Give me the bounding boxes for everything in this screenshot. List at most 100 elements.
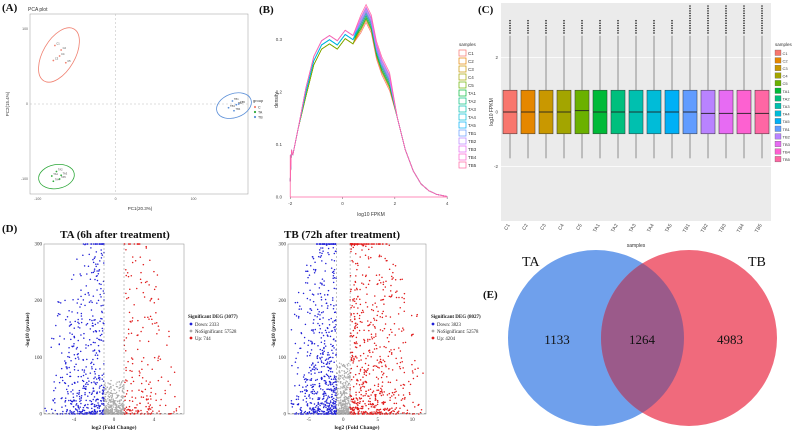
- volcano-point-down: [319, 256, 322, 258]
- volcano-point-down: [83, 371, 85, 373]
- volcano-point-down: [304, 410, 307, 413]
- volcano-point-down: [327, 335, 329, 337]
- venn-label-tb: TB: [748, 255, 766, 270]
- volcano-point-up: [362, 395, 364, 397]
- volcano-point-down: [60, 367, 63, 370]
- volcano-point-up: [379, 413, 382, 415]
- volcano-point-ns: [347, 413, 350, 415]
- volcano-point-down: [297, 396, 300, 398]
- volcano-point-down: [87, 403, 89, 406]
- volcano-point-up: [359, 320, 362, 323]
- volcano-point-up: [360, 311, 363, 314]
- boxplot-legend-swatch: [774, 49, 782, 56]
- volcano-point-up: [168, 330, 170, 333]
- volcano-point-up: [384, 323, 387, 325]
- volcano-point-down: [73, 342, 75, 345]
- volcano-point-up: [381, 316, 384, 319]
- volcano-point-up: [368, 243, 370, 245]
- volcano-point-down: [331, 345, 334, 348]
- volcano-point-ns: [110, 390, 113, 392]
- volcano-point-down: [88, 380, 90, 382]
- volcano-point-up: [368, 395, 370, 397]
- volcano-point-up: [375, 274, 378, 276]
- pca-point-label: C5: [67, 59, 71, 63]
- volcano-point-down: [70, 338, 72, 341]
- volcano-point-down: [325, 400, 327, 402]
- volcano-point-ns: [109, 383, 112, 385]
- volcano-y-tick: 0: [284, 413, 287, 418]
- volcano-point-down: [332, 270, 335, 273]
- volcano-point-ns: [120, 396, 122, 398]
- volcano-point-up: [362, 407, 364, 409]
- volcano-point-up: [402, 329, 405, 331]
- volcano-point-down: [323, 347, 325, 350]
- boxplot-legend-label: C1: [783, 51, 789, 56]
- volcano-point-ns: [109, 395, 112, 397]
- volcano-point-down: [91, 392, 94, 394]
- volcano-point-up: [362, 382, 365, 385]
- volcano-point-up: [375, 410, 378, 412]
- volcano-point-up: [355, 324, 357, 327]
- volcano-point-down: [318, 407, 320, 410]
- volcano-point-up: [154, 322, 156, 325]
- volcano-point-up: [360, 411, 363, 413]
- volcano-point-down: [320, 360, 323, 362]
- boxplot-outlier: [689, 17, 691, 20]
- volcano-point-down: [99, 410, 101, 412]
- volcano-point-up: [395, 296, 398, 299]
- volcano-point-up: [350, 250, 352, 253]
- volcano-point-up: [352, 246, 355, 249]
- volcano-point-up: [128, 399, 131, 402]
- volcano-point-up: [355, 275, 357, 277]
- volcano-point-down: [99, 334, 102, 337]
- volcano-point-down: [92, 331, 95, 333]
- volcano-point-down: [95, 400, 97, 402]
- volcano-point-up: [408, 380, 410, 383]
- volcano-point-up: [390, 351, 393, 354]
- volcano-point-down: [321, 283, 323, 286]
- volcano-point-up: [350, 248, 353, 250]
- volcano-point-down: [99, 377, 101, 379]
- volcano-point-down: [94, 243, 96, 245]
- volcano-point-down: [102, 386, 105, 389]
- volcano-point-ns: [107, 390, 109, 393]
- pca-y-tick: 0: [26, 102, 28, 106]
- volcano-point-down: [313, 268, 315, 271]
- volcano-point-down: [77, 318, 79, 321]
- volcano-point-down: [318, 287, 321, 289]
- volcano-point-down: [54, 387, 57, 389]
- volcano-point-down: [317, 398, 319, 401]
- volcano-point-down: [294, 413, 296, 415]
- volcano-point-down: [323, 375, 325, 377]
- volcano-point-ns: [344, 388, 346, 390]
- volcano-point-up: [158, 410, 160, 412]
- volcano-point-down: [312, 363, 314, 365]
- volcano-point-up: [379, 243, 381, 245]
- volcano-point-ns: [105, 389, 107, 391]
- volcano-point-ns: [106, 400, 108, 402]
- volcano-point-ns: [348, 370, 351, 372]
- volcano-point-up: [150, 298, 152, 300]
- volcano-point-down: [96, 407, 99, 409]
- volcano-point-down: [331, 243, 334, 245]
- volcano-point-up: [371, 338, 374, 340]
- volcano-point-down: [333, 390, 335, 392]
- volcano-point-up: [352, 298, 354, 301]
- boxplot-outlier: [599, 32, 601, 34]
- boxplot-outlier: [617, 22, 619, 24]
- volcano-point-down: [297, 403, 300, 406]
- volcano-point-up: [363, 368, 366, 371]
- volcano-point-down: [91, 366, 93, 368]
- volcano-ta-y-label: -log10 (pvalue): [24, 312, 31, 347]
- volcano-point-up: [362, 283, 365, 285]
- volcano-point-ns: [345, 383, 347, 385]
- volcano-point-ns: [346, 385, 348, 387]
- volcano-point-down: [324, 380, 327, 382]
- volcano-point-down: [308, 410, 311, 413]
- volcano-point-down: [311, 341, 313, 343]
- volcano-point-up: [148, 284, 150, 286]
- volcano-point-down: [321, 282, 323, 285]
- boxplot-box: [754, 89, 770, 135]
- volcano-point-up: [125, 292, 127, 295]
